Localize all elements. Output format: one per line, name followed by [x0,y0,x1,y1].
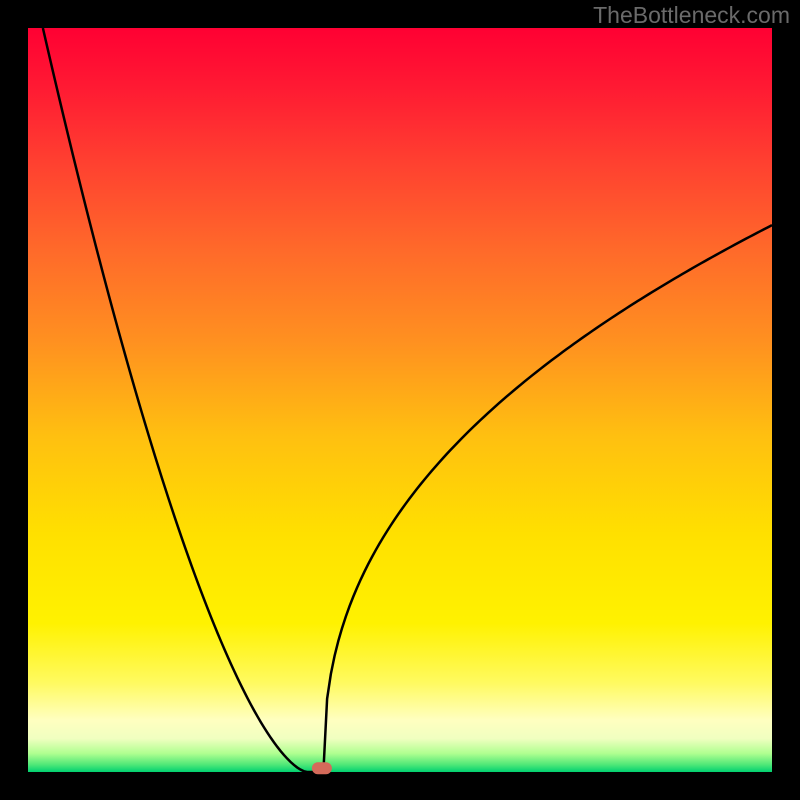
watermark-text: TheBottleneck.com [593,2,790,29]
plot-background [28,28,772,772]
bottleneck-chart: TheBottleneck.com [0,0,800,800]
minimum-marker [312,762,332,774]
chart-svg [0,0,800,800]
